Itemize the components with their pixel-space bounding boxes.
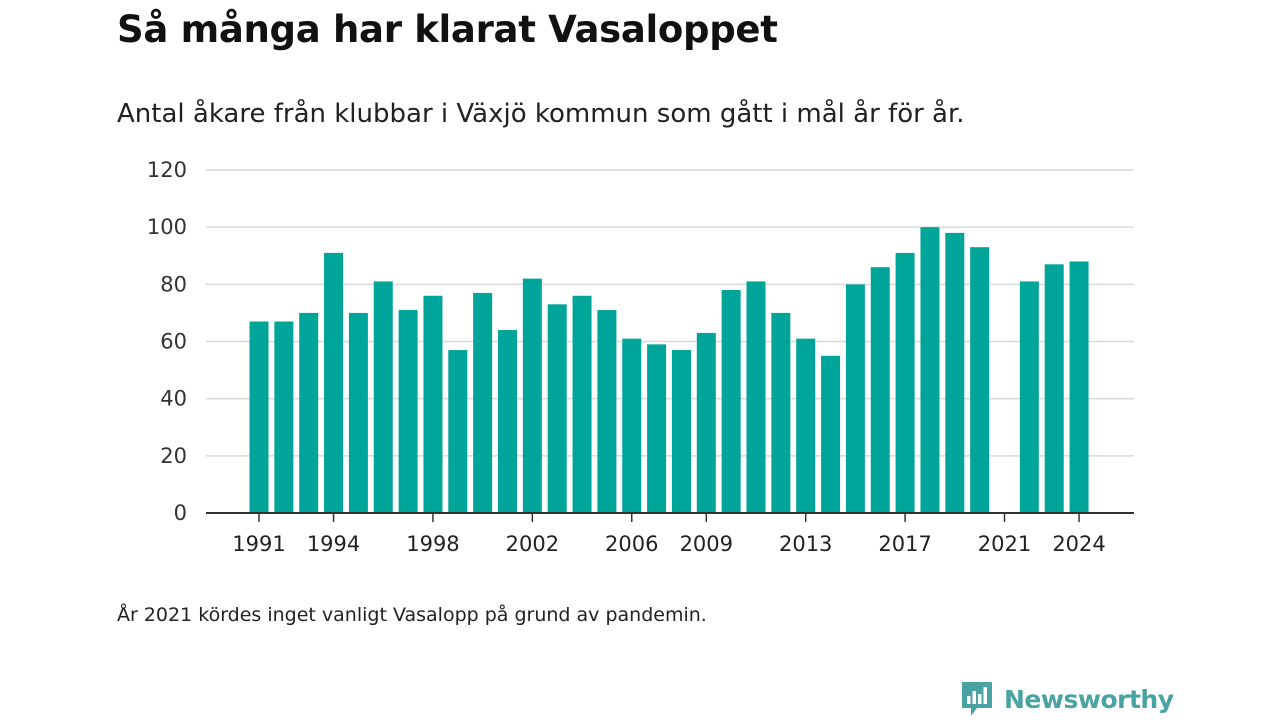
bar-2014	[821, 355, 841, 513]
x-tick-label: 1991	[232, 532, 285, 556]
x-tick-label: 2009	[680, 532, 733, 556]
bar-2006	[622, 338, 642, 513]
bar-1991	[249, 321, 269, 513]
y-tick-label: 20	[160, 444, 187, 468]
y-tick-label: 120	[147, 158, 187, 182]
bar-2015	[845, 284, 865, 513]
x-tick-label: 2017	[878, 532, 931, 556]
bar-1992	[274, 321, 294, 513]
bar-1993	[299, 312, 319, 513]
bar-2024	[1069, 261, 1089, 513]
bar-series	[249, 227, 1089, 514]
bar-2011	[746, 281, 766, 513]
bar-2007	[647, 344, 667, 513]
bar-2003	[547, 304, 567, 513]
brand-logo: Newsworthy	[960, 680, 1174, 718]
bar-2013	[796, 338, 816, 513]
axes: 0 20 40 60 80 100 120 1991 1994 1998 2002 2006 2009 2…	[147, 158, 1134, 556]
bar-2023	[1044, 264, 1064, 513]
bar-1996	[373, 281, 393, 513]
bar-2022	[1019, 281, 1039, 513]
y-tick-label: 0	[174, 501, 187, 525]
bar-chart: 0 20 40 60 80 100 120 1991 1994 1998 2002 2006 2009 2…	[147, 158, 1134, 556]
x-tick-label: 2024	[1052, 532, 1105, 556]
bar-2010	[721, 290, 741, 513]
bar-1997	[398, 310, 418, 513]
bar-2017	[895, 252, 915, 513]
bar-2016	[870, 267, 890, 513]
x-tick-label: 1998	[406, 532, 459, 556]
newsworthy-logo-icon	[962, 682, 992, 716]
bar-2018	[920, 227, 940, 513]
bar-1998	[423, 295, 443, 513]
bar-1995	[348, 312, 368, 513]
x-tick-label: 2013	[779, 532, 832, 556]
y-tick-label: 80	[160, 272, 187, 296]
bar-2001	[498, 330, 517, 513]
x-tick-label: 2006	[605, 532, 658, 556]
chart-title: Så många har klarat Vasaloppet	[117, 8, 778, 51]
brand-name: Newsworthy	[1004, 684, 1174, 714]
x-tick-label: 1994	[307, 532, 360, 556]
bar-2012	[771, 312, 791, 513]
bar-2004	[572, 295, 592, 513]
bar-2000	[473, 292, 493, 513]
bar-2020	[970, 247, 990, 514]
bar-2009	[696, 332, 716, 513]
bar-2019	[945, 232, 965, 513]
footnote: År 2021 kördes inget vanligt Vasalopp på…	[117, 604, 707, 626]
y-tick-label: 60	[160, 330, 187, 354]
bar-1994	[324, 252, 344, 513]
y-tick-label: 100	[147, 215, 187, 239]
bar-2008	[671, 350, 691, 513]
bar-2002	[522, 278, 542, 513]
bar-2005	[597, 310, 617, 513]
x-tick-label: 2002	[506, 532, 559, 556]
y-tick-label: 40	[160, 387, 187, 411]
chart-subtitle: Antal åkare från klubbar i Växjö kommun …	[117, 99, 965, 129]
grid-lines	[206, 169, 1134, 457]
bar-1999	[448, 350, 468, 513]
x-tick-label: 2021	[978, 532, 1031, 556]
